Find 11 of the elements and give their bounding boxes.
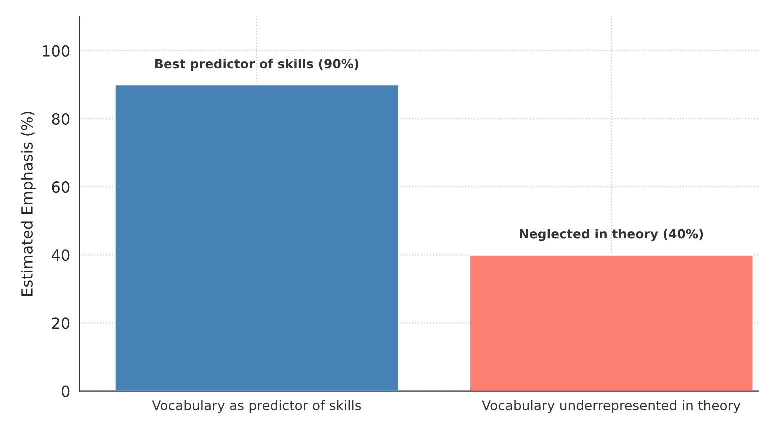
x-tick-label: Vocabulary underrepresented in theory xyxy=(482,400,741,414)
y-tick-label: 20 xyxy=(52,318,70,330)
x-tick-label: Vocabulary as predictor of skills xyxy=(152,400,362,414)
y-tick-label: 60 xyxy=(52,182,70,194)
annotation: Neglected in theory (40%) xyxy=(520,229,704,242)
y-tick-label: 100 xyxy=(43,45,70,57)
y-axis-title: Estimated Emphasis (%) xyxy=(21,112,36,296)
y-tick-label: 40 xyxy=(52,250,70,262)
y-tick-label: 80 xyxy=(52,113,70,126)
annotation: Best predictor of skills (90%) xyxy=(156,59,359,72)
y-tick-label: 0 xyxy=(62,386,70,398)
